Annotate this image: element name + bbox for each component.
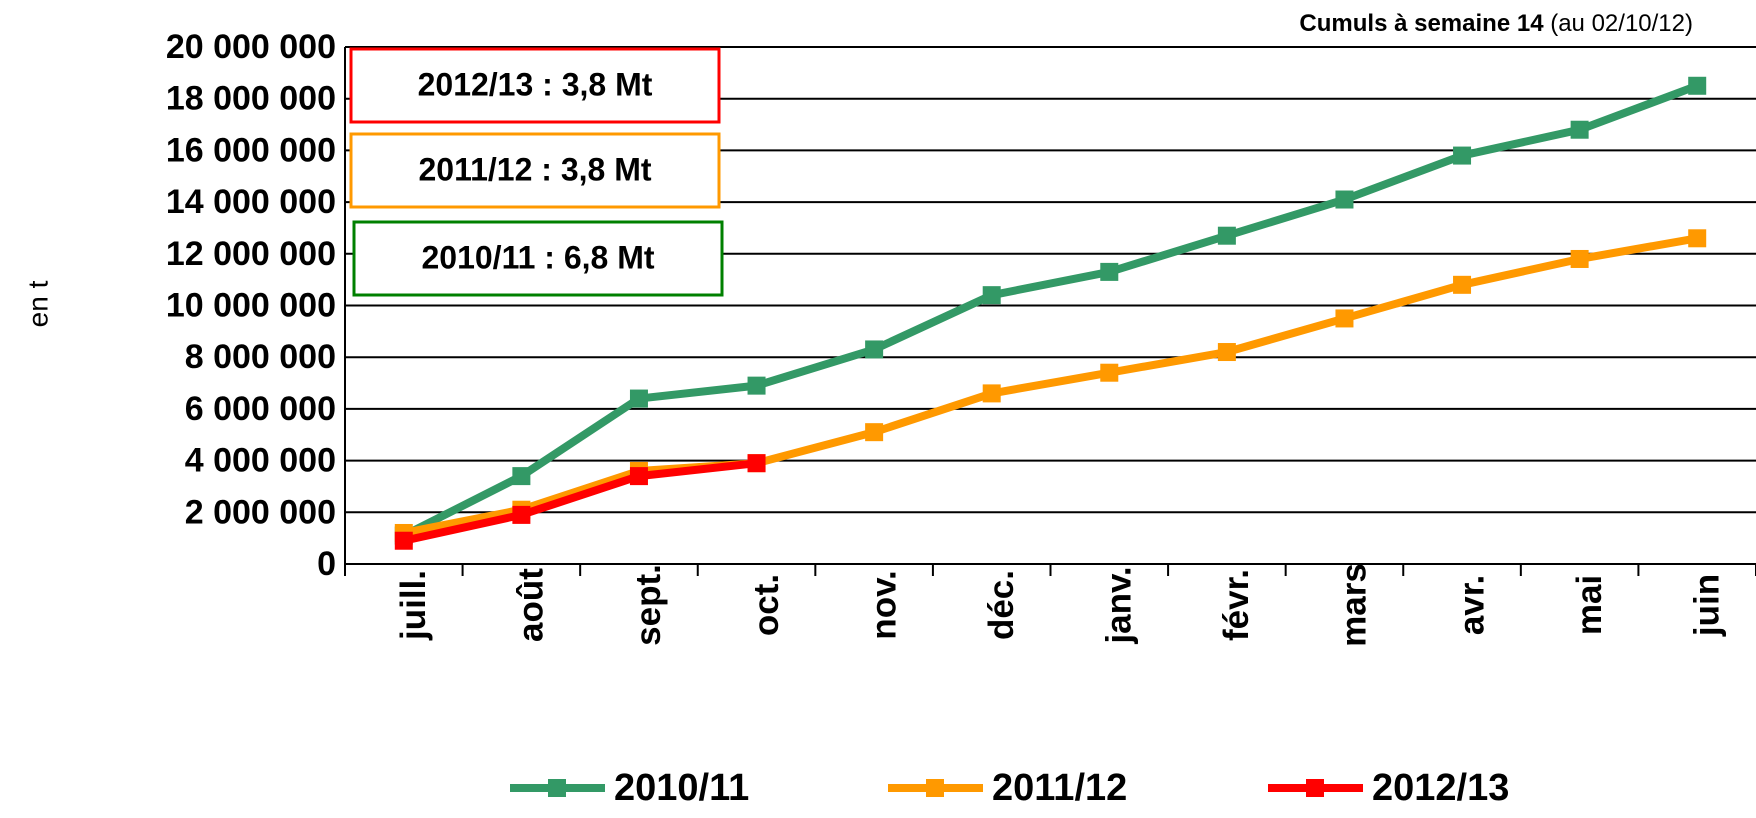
legend-label: 2012/13 bbox=[1372, 767, 1509, 809]
legend-marker bbox=[1306, 779, 1324, 797]
marker bbox=[1453, 146, 1472, 165]
y-tick-label: 2 000 000 bbox=[185, 493, 336, 531]
marker bbox=[747, 454, 766, 473]
series-line bbox=[401, 82, 1699, 540]
x-tick-label: mars bbox=[1335, 563, 1374, 647]
marker bbox=[865, 423, 884, 442]
marker bbox=[1335, 190, 1354, 209]
marker bbox=[629, 389, 648, 408]
marker bbox=[1570, 249, 1589, 268]
marker bbox=[747, 376, 766, 395]
marker bbox=[1100, 363, 1119, 382]
x-tick-label: juill. bbox=[394, 570, 433, 641]
marker bbox=[394, 531, 413, 550]
legend-label: 2011/12 bbox=[992, 767, 1127, 809]
annotation: Cumuls à semaine 14 (au 02/10/12) bbox=[1299, 10, 1693, 37]
x-tick-label: déc. bbox=[982, 570, 1021, 640]
y-tick-label: 14 000 000 bbox=[166, 183, 336, 221]
marker bbox=[629, 467, 648, 486]
x-tick-label: janv. bbox=[1100, 566, 1139, 644]
y-tick-label: 6 000 000 bbox=[185, 390, 336, 428]
marker bbox=[512, 467, 531, 486]
marker bbox=[1100, 262, 1119, 281]
x-tick-label: mai bbox=[1570, 575, 1609, 635]
series-line bbox=[402, 459, 757, 545]
y-tick-label: 10 000 000 bbox=[166, 286, 336, 324]
x-tick-label: nov. bbox=[864, 570, 903, 639]
marker bbox=[982, 384, 1001, 403]
series-line bbox=[403, 234, 1698, 537]
marker bbox=[1217, 226, 1236, 245]
x-tick-label: août bbox=[512, 568, 551, 642]
legend-marker bbox=[926, 779, 944, 797]
y-tick-label: 4 000 000 bbox=[185, 442, 336, 480]
y-axis-label: en t bbox=[22, 280, 53, 327]
annotation-box-text: 2010/11 : 6,8 Mt bbox=[421, 239, 654, 275]
legend-label: 2010/11 bbox=[614, 767, 749, 809]
legend-marker bbox=[548, 779, 566, 797]
x-tick-label: sept. bbox=[629, 564, 668, 646]
y-tick-label: 16 000 000 bbox=[166, 131, 336, 169]
annotation-note: (au 02/10/12) bbox=[1550, 10, 1693, 37]
annotation-box bbox=[349, 132, 721, 209]
marker bbox=[1453, 275, 1472, 294]
marker bbox=[1688, 76, 1707, 95]
x-tick-label: avr. bbox=[1452, 575, 1491, 635]
marker bbox=[982, 286, 1001, 305]
annotation-box bbox=[352, 220, 724, 297]
x-tick-label: oct. bbox=[747, 574, 786, 636]
annotation-box-text: 2011/12 : 3,8 Mt bbox=[418, 151, 651, 187]
y-tick-label: 20 000 000 bbox=[166, 28, 336, 66]
annotation-bold: Cumuls à semaine 14 bbox=[1299, 10, 1544, 37]
annotation-box bbox=[349, 47, 721, 124]
marker bbox=[1217, 343, 1236, 362]
x-tick-label: févr. bbox=[1217, 569, 1256, 641]
y-tick-label: 0 bbox=[317, 545, 336, 583]
x-tick-label: juin bbox=[1687, 574, 1726, 637]
annotation-box-text: 2012/13 : 3,8 Mt bbox=[418, 66, 653, 102]
y-tick-label: 18 000 000 bbox=[166, 80, 336, 118]
y-tick-label: 12 000 000 bbox=[166, 235, 336, 273]
marker bbox=[1570, 120, 1589, 139]
marker bbox=[1335, 309, 1354, 328]
marker bbox=[1688, 229, 1707, 248]
marker bbox=[512, 505, 531, 524]
marker bbox=[865, 340, 884, 359]
y-tick-label: 8 000 000 bbox=[185, 338, 336, 376]
